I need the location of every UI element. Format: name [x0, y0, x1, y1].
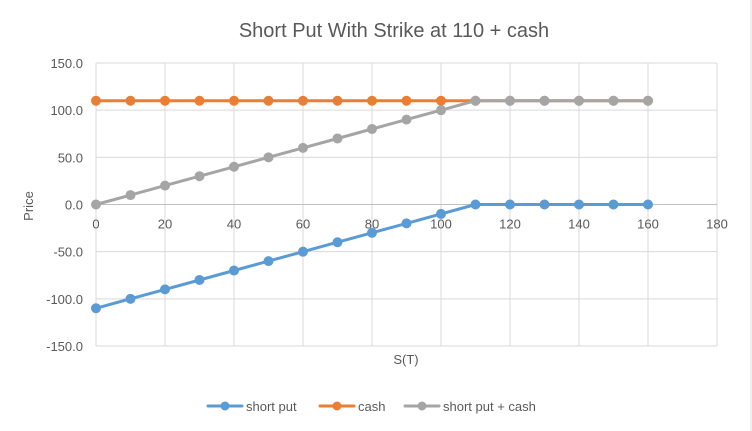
- y-tick-label: 0.0: [65, 198, 83, 213]
- legend-marker-short-put: [220, 401, 230, 411]
- data-point-cash: [332, 95, 343, 106]
- data-point-short-put-cash: [401, 114, 412, 125]
- legend-marker-short-put-cash: [417, 401, 427, 411]
- legend-marker-cash: [332, 401, 342, 411]
- data-point-short-put: [194, 274, 205, 285]
- data-point-cash: [194, 95, 205, 106]
- y-tick-label: 100.0: [50, 103, 83, 118]
- y-tick-label: -150.0: [46, 339, 83, 354]
- x-tick-label: 0: [92, 217, 99, 232]
- data-point-short-put-cash: [643, 95, 653, 106]
- legend-label-cash: cash: [358, 399, 385, 414]
- legend-label-short-put-cash: short put + cash: [443, 399, 536, 414]
- data-point-short-put-cash: [91, 199, 101, 210]
- data-point-short-put: [401, 218, 412, 229]
- x-tick-label: 160: [637, 217, 659, 232]
- y-tick-label: -50.0: [53, 245, 83, 260]
- data-point-short-put-cash: [367, 124, 377, 135]
- data-point-short-put: [574, 199, 584, 210]
- x-tick-label: 40: [227, 217, 241, 232]
- data-point-short-put: [125, 293, 136, 304]
- x-tick-label: 80: [365, 217, 379, 232]
- data-point-short-put-cash: [229, 161, 239, 172]
- x-tick-label: 60: [296, 217, 310, 232]
- y-tick-label: -100.0: [46, 292, 83, 307]
- data-point-cash: [436, 95, 446, 106]
- x-tick-label: 120: [499, 217, 521, 232]
- data-point-short-put-cash: [263, 152, 274, 163]
- x-tick-label: 20: [158, 217, 172, 232]
- data-point-short-put-cash: [160, 180, 170, 191]
- data-point-short-put-cash: [194, 171, 205, 182]
- data-point-short-put-cash: [470, 95, 481, 106]
- data-point-cash: [367, 95, 377, 106]
- series-layer: [91, 95, 653, 314]
- data-point-cash: [91, 95, 101, 106]
- data-point-short-put: [229, 265, 239, 276]
- data-point-short-put-cash: [505, 95, 515, 106]
- data-point-short-put-cash: [125, 190, 136, 201]
- x-tick-label: 140: [568, 217, 590, 232]
- data-point-cash: [401, 95, 412, 106]
- axis-layer: 150.0 100.0 50.0 0.0 -50.0 -100.0 -150.0 0 20 40 6…: [46, 0, 752, 431]
- data-point-short-put-cash: [608, 95, 619, 106]
- data-point-cash: [229, 95, 239, 106]
- y-tick-label: 150.0: [50, 56, 83, 71]
- data-point-short-put: [539, 199, 550, 210]
- data-point-short-put: [367, 227, 377, 238]
- legend-label-short-put: short put: [246, 399, 297, 414]
- x-axis-title: S(T): [393, 352, 418, 367]
- data-point-cash: [160, 95, 170, 106]
- x-tick-label: 180: [706, 217, 728, 232]
- data-point-short-put: [608, 199, 619, 210]
- data-point-short-put: [436, 208, 446, 219]
- data-point-short-put: [298, 246, 308, 257]
- data-point-short-put-cash: [436, 105, 446, 116]
- data-point-cash: [298, 95, 308, 106]
- y-tick-label: 50.0: [58, 150, 83, 165]
- data-point-short-put: [263, 256, 274, 267]
- y-axis-title: Price: [21, 191, 36, 221]
- data-point-cash: [125, 95, 136, 106]
- data-point-cash: [263, 95, 274, 106]
- x-tick-label: 100: [430, 217, 452, 232]
- data-point-short-put-cash: [298, 142, 308, 153]
- legend: short put cash short put + cash: [206, 399, 536, 414]
- data-point-short-put: [332, 237, 343, 248]
- data-point-short-put: [643, 199, 653, 210]
- data-point-short-put-cash: [332, 133, 343, 144]
- data-point-short-put: [160, 284, 170, 295]
- data-point-short-put: [505, 199, 515, 210]
- data-point-short-put-cash: [539, 95, 550, 106]
- chart-title: Short Put With Strike at 110 + cash: [239, 20, 549, 42]
- data-point-short-put-cash: [574, 95, 584, 106]
- data-point-short-put: [91, 303, 101, 314]
- data-point-short-put: [470, 199, 481, 210]
